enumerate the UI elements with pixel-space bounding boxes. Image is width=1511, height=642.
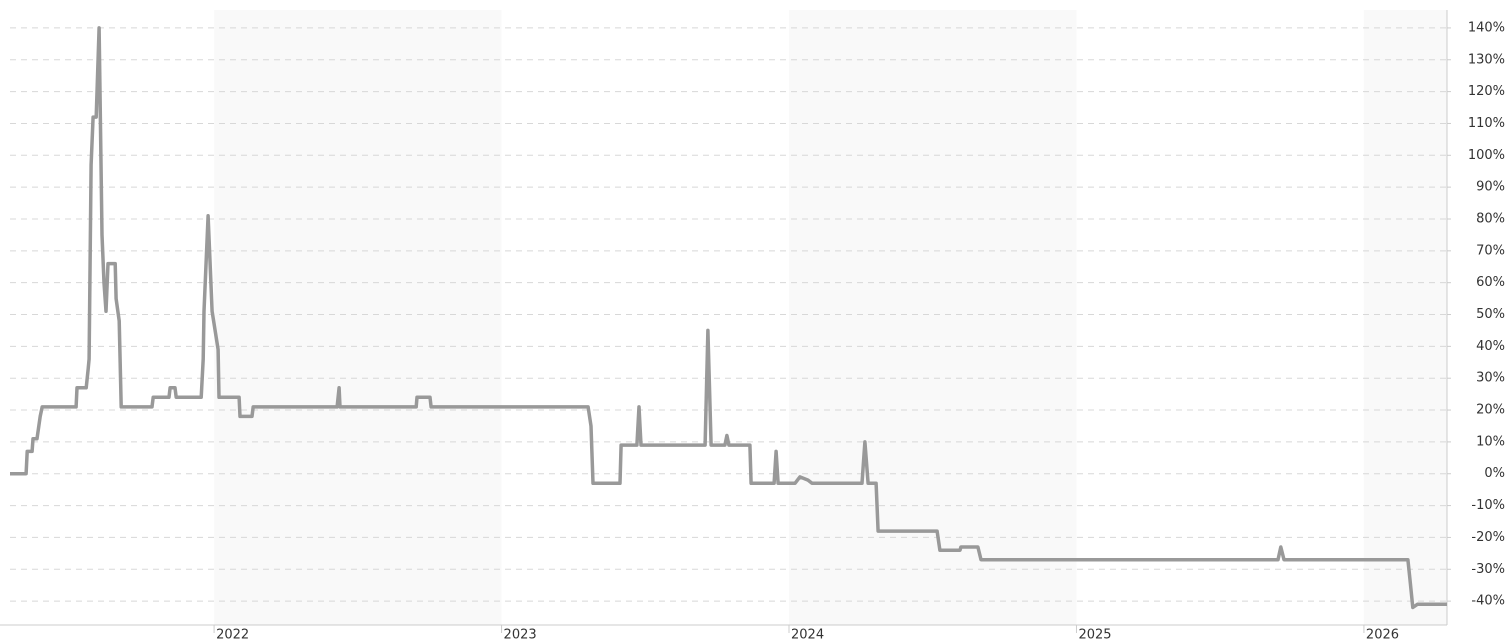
y-tick-label: 80% <box>1476 211 1505 226</box>
y-tick-label: 30% <box>1476 371 1505 386</box>
x-tick-label: 2023 <box>504 628 537 642</box>
x-tick-label: 2026 <box>1366 628 1399 642</box>
x-tick-label: 2025 <box>1078 628 1111 642</box>
y-tick-label: 20% <box>1476 403 1505 418</box>
y-tick-label: -40% <box>1471 594 1505 609</box>
y-tick-label: 0% <box>1484 466 1505 481</box>
y-tick-label: 90% <box>1476 180 1505 195</box>
y-tick-label: 140% <box>1468 20 1505 35</box>
y-tick-label: -30% <box>1471 562 1505 577</box>
y-tick-label: 130% <box>1468 52 1505 67</box>
y-tick-label: 10% <box>1476 434 1505 449</box>
y-tick-label: 60% <box>1476 275 1505 290</box>
year-band <box>1363 10 1447 625</box>
x-tick-label: 2024 <box>791 628 824 642</box>
year-band <box>214 10 502 625</box>
x-tick-label: 2022 <box>216 628 249 642</box>
y-tick-label: 70% <box>1476 243 1505 258</box>
y-tick-label: 110% <box>1468 116 1505 131</box>
y-tick-label: 100% <box>1468 148 1505 163</box>
y-tick-label: -10% <box>1471 498 1505 513</box>
y-tick-label: -20% <box>1471 530 1505 545</box>
year-band <box>789 10 1077 625</box>
line <box>10 26 1447 610</box>
y-tick-label: 40% <box>1476 339 1505 354</box>
y-tick-label: 50% <box>1476 307 1505 322</box>
y-tick-label: 120% <box>1468 84 1505 99</box>
